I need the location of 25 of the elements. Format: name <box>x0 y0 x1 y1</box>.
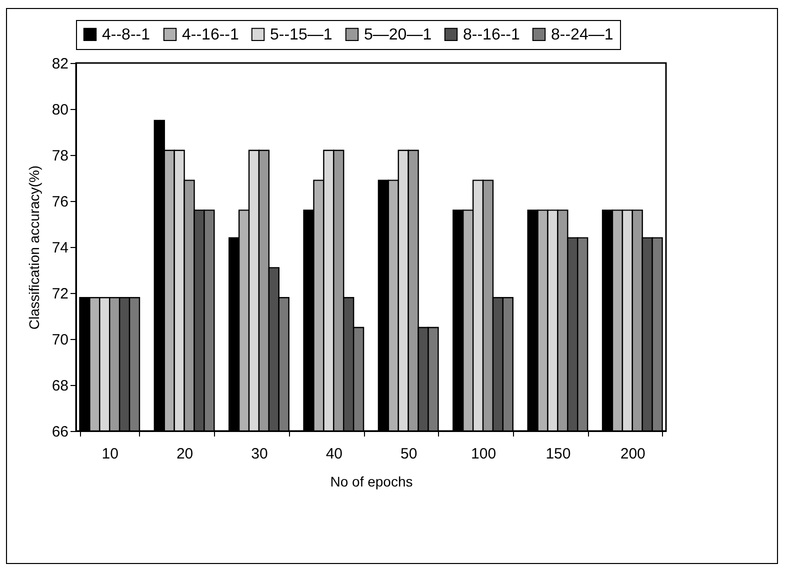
y-tick-label: 82 <box>52 56 68 72</box>
y-axis-title: Classification accuracy(%) <box>26 165 42 330</box>
x-tick-label: 30 <box>251 446 268 462</box>
y-tick-label: 76 <box>52 194 68 210</box>
legend-label: 4--8--1 <box>102 26 150 44</box>
legend-label: 5—20—1 <box>364 26 432 44</box>
x-tick-label: 20 <box>176 446 194 462</box>
y-tick-label: 74 <box>52 240 68 256</box>
y-tick-label: 80 <box>52 102 68 118</box>
x-tick-label: 150 <box>546 446 571 462</box>
y-tick-label: 72 <box>52 286 68 302</box>
y-tick-label: 66 <box>52 424 68 440</box>
y-tick-label: 70 <box>52 332 68 348</box>
legend-label: 4--16--1 <box>182 26 240 44</box>
x-tick-label: 10 <box>102 446 118 462</box>
legend-label: 5--15—1 <box>270 26 332 44</box>
x-tick-label: 50 <box>400 446 418 462</box>
y-tick-label: 78 <box>52 148 68 164</box>
x-tick-label: 40 <box>326 446 342 462</box>
y-tick-label: 68 <box>52 378 68 394</box>
legend-label: 8--16--1 <box>463 26 520 44</box>
legend-label: 8--24—1 <box>551 26 614 44</box>
x-tick-label: 100 <box>471 446 496 462</box>
x-tick-label: 200 <box>620 446 646 462</box>
x-axis-title: No of epochs <box>330 474 413 490</box>
